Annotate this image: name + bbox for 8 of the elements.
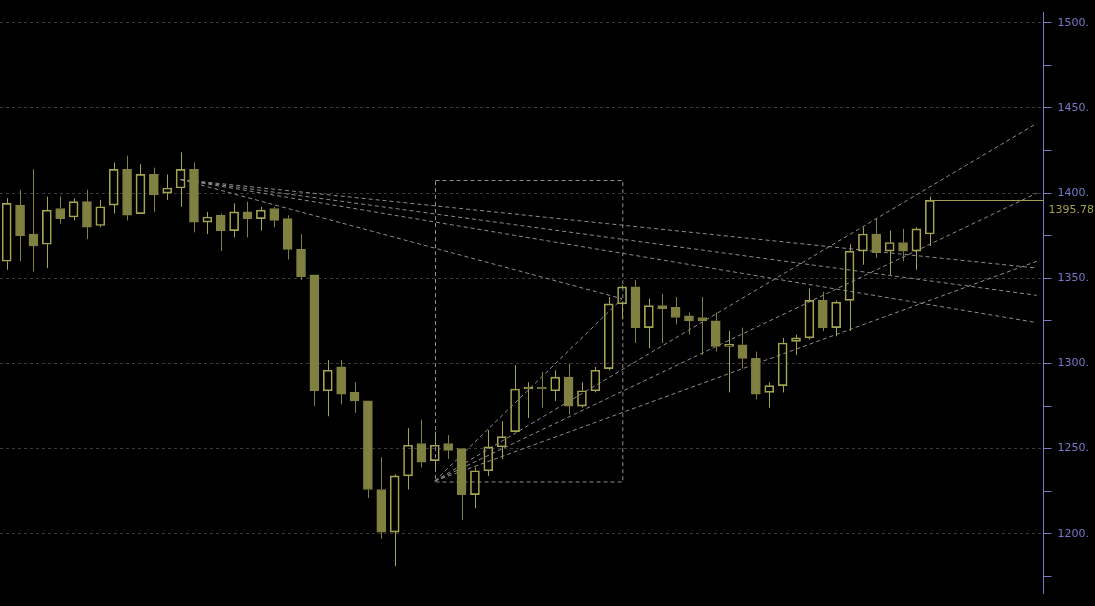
y-tick-label: 1200. [1057, 526, 1090, 540]
ref-line-label: 1395.78 [1048, 203, 1095, 217]
y-tick-label: 1450. [1057, 100, 1090, 114]
y-tick-label: 1500. [1057, 15, 1090, 29]
y-tick-label: 1350. [1057, 271, 1090, 285]
y-tick-label: 1300. [1057, 356, 1090, 370]
y-tick-label: 1400. [1057, 186, 1090, 199]
y-tick-label: 1250. [1057, 441, 1090, 455]
